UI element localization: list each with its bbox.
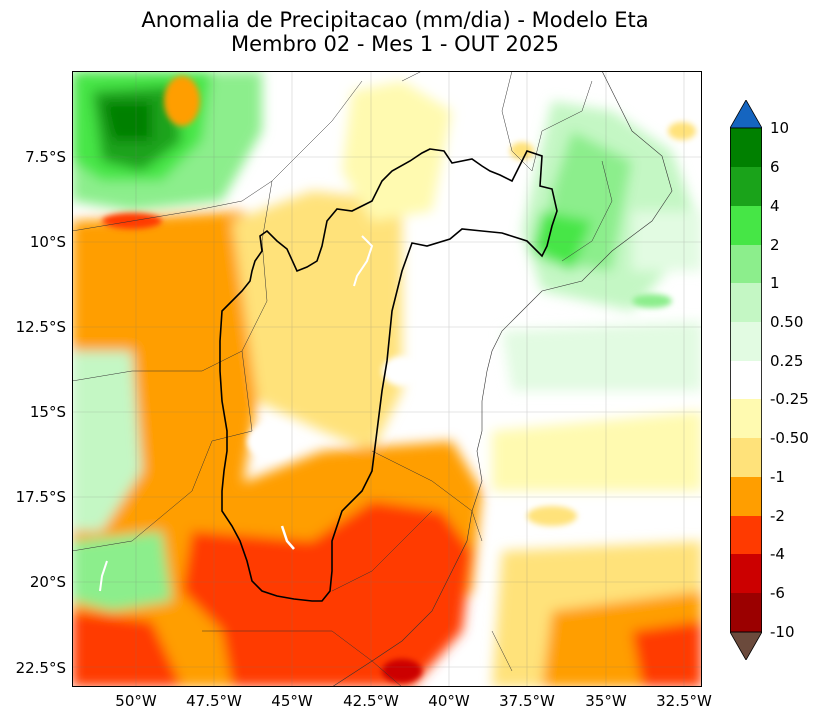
anomaly-spots [102,76,696,683]
colorbar-bin-m1-m05 [730,438,762,477]
reservoir [280,525,295,550]
colorbar-label: -2 [770,507,785,525]
river-sao-francisco [353,235,374,287]
lon-label: 45°W [271,692,313,710]
lon-label: 50°W [115,692,157,710]
lon-label: 37.5°W [499,692,555,710]
colorbar-bin-025-05 [730,322,762,361]
colorbar [730,100,762,660]
map-subtitle: Membro 02 - Mes 1 - OUT 2025 [231,32,559,56]
colorbar-label: -10 [770,623,795,641]
colorbar-label: -1 [770,468,785,486]
colorbar-bin-m10-m6 [730,593,762,632]
map-title: Anomalia de Precipitacao (mm/dia) - Mode… [141,8,649,32]
colorbar-label: 1 [770,274,780,292]
colorbar-label: -0.50 [770,429,809,447]
colorbar-bin-m6-m4 [730,554,762,593]
lon-label: 40°W [428,692,470,710]
lon-label: 47.5°W [186,692,242,710]
colorbar-label: 10 [770,119,790,137]
lon-label: 32.5°W [656,692,712,710]
lat-label: 12.5°S [15,318,66,336]
colorbar-label: -0.25 [770,390,809,408]
graticule [72,71,702,687]
lat-label: 22.5°S [15,659,66,677]
sao-francisco-basin-outline [219,148,558,602]
colorbar-bin-m4-m2 [730,516,762,554]
coastline [331,71,673,687]
colorbar-extend-max [730,100,762,129]
lat-label: 20°S [29,573,66,591]
colorbar-bin-2-4 [730,206,762,245]
colorbar-bin-4-6 [730,167,762,206]
colorbar-label: 2 [770,236,780,254]
colorbar-label: -4 [770,545,785,563]
colorbar-label: -6 [770,584,785,602]
map-frame [72,71,702,687]
lon-label: 35°W [585,692,627,710]
colorbar-label: 4 [770,197,780,215]
lat-label: 10°S [29,233,66,251]
colorbar-bin-6-10 [730,128,762,167]
colorbar-bin-neutral [730,361,762,399]
colorbar-label: 6 [770,158,780,176]
colorbar-extend-min [730,631,762,660]
lat-label: 7.5°S [25,148,66,166]
colorbar-bin-1-2 [730,245,762,283]
colorbar-bin-m2-m1 [730,477,762,516]
colorbar-label: 0.25 [770,352,804,370]
colorbar-bin-05-1 [730,283,762,322]
colorbar-bin-m05-m025 [730,399,762,438]
state-borders [72,71,613,687]
river-parana [99,560,108,592]
colorbar-label: 0.50 [770,313,804,331]
precipitation-anomaly-map [72,71,702,687]
anomaly-field [72,71,702,687]
lon-label: 42.5°W [343,692,399,710]
lat-label: 17.5°S [15,488,66,506]
lat-label: 15°S [29,403,66,421]
colorbar-frame [730,127,762,633]
